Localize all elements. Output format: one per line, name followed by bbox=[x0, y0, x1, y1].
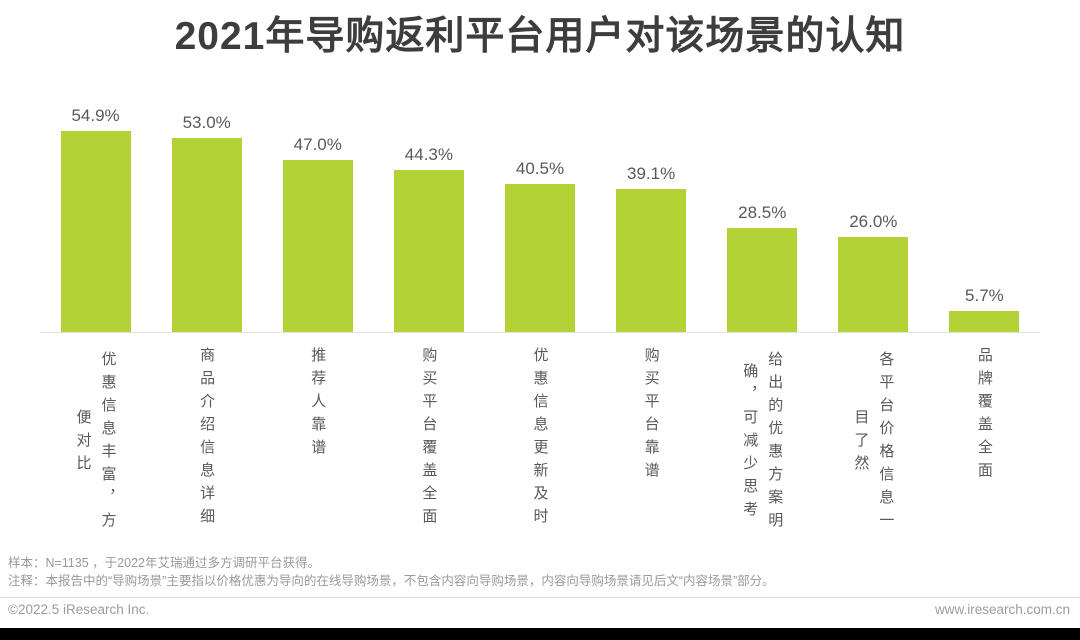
bar-column: 39.1% bbox=[596, 103, 707, 332]
bar-value-label: 39.1% bbox=[627, 164, 676, 183]
category-label: 给出的优惠方案明确，可减少思考 bbox=[741, 351, 784, 535]
bar-column: 40.5% bbox=[484, 103, 595, 332]
bar-column: 44.3% bbox=[373, 103, 484, 332]
bar-value-label: 40.5% bbox=[515, 159, 565, 178]
category-label: 各平台价格信息一目了然 bbox=[852, 351, 895, 535]
footer-bar: ©2022.5 iResearch Inc. www.iresearch.com… bbox=[8, 602, 1070, 617]
category-label-cell: 推荐人靠谱 bbox=[262, 347, 373, 555]
website-link[interactable]: www.iresearch.com.cn bbox=[934, 602, 1070, 617]
bar-chart: 54.9% 53.0% 47.0% 44.3% 40.5% 39.1% 28.5% 26.0%… bbox=[40, 103, 1040, 555]
bar bbox=[504, 184, 575, 332]
bar-column: 26.0% bbox=[818, 103, 929, 332]
category-label-cell: 优惠信息丰富，方便对比 bbox=[40, 347, 151, 555]
annotation-note: 注释：本报告中的“导购场景”主要指以价格优惠为导向的在线导购场景，不包含内容向导… bbox=[8, 574, 775, 588]
bar-value-label: 47.0% bbox=[293, 135, 342, 154]
category-label: 购买平台覆盖全面 bbox=[420, 347, 438, 531]
bottom-black-bar bbox=[0, 628, 1080, 640]
bars-row: 54.9% 53.0% 47.0% 44.3% 40.5% 39.1% 28.5% 26.0%… bbox=[40, 103, 1040, 333]
category-label-cell: 优惠信息更新及时 bbox=[484, 347, 595, 555]
category-label-cell: 商品介绍信息详细 bbox=[151, 347, 262, 555]
category-label-cell: 购买平台靠谱 bbox=[596, 347, 707, 555]
bar-value-label: 26.0% bbox=[849, 212, 898, 231]
category-label: 优惠信息更新及时 bbox=[531, 347, 549, 531]
bar-value-label: 54.9% bbox=[71, 106, 120, 125]
chart-title: 2021年导购返利平台用户对该场景的认知 bbox=[174, 15, 906, 58]
category-label-cell: 品牌覆盖全面 bbox=[929, 347, 1040, 555]
category-labels-row: 优惠信息丰富，方便对比 商品介绍信息详细 推荐人靠谱 购买平台覆盖全面 优惠信息更新及时… bbox=[40, 347, 1040, 555]
bar bbox=[282, 160, 353, 332]
category-label: 品牌覆盖全面 bbox=[975, 347, 993, 485]
bar-column: 54.9% bbox=[40, 103, 151, 332]
bar-column: 53.0% bbox=[151, 103, 262, 332]
bar bbox=[949, 311, 1020, 332]
category-label-cell: 各平台价格信息一目了然 bbox=[818, 347, 929, 555]
category-label: 优惠信息丰富，方便对比 bbox=[74, 351, 117, 535]
bar bbox=[616, 189, 687, 332]
bar-value-label: 28.5% bbox=[738, 203, 787, 222]
bar bbox=[393, 170, 464, 332]
sample-note: 样本：N=1135 ，于2022年艾瑞通过多方调研平台获得。 bbox=[8, 556, 320, 570]
category-label: 购买平台靠谱 bbox=[642, 347, 660, 485]
bar bbox=[171, 138, 242, 332]
bar-value-label: 53.0% bbox=[182, 113, 231, 132]
bar bbox=[727, 228, 798, 332]
bar-column: 5.7% bbox=[929, 103, 1040, 332]
bar-column: 47.0% bbox=[262, 103, 373, 332]
footnotes: 样本：N=1135 ，于2022年艾瑞通过多方调研平台获得。 注释：本报告中的“… bbox=[8, 554, 1072, 590]
category-label-cell: 购买平台覆盖全面 bbox=[373, 347, 484, 555]
bar bbox=[60, 131, 131, 332]
bar bbox=[838, 237, 909, 332]
bar-value-label: 5.7% bbox=[965, 286, 1004, 305]
bar-value-label: 44.3% bbox=[404, 145, 453, 164]
bar-column: 28.5% bbox=[707, 103, 818, 332]
category-label: 商品介绍信息详细 bbox=[198, 347, 216, 531]
category-label-cell: 给出的优惠方案明确，可减少思考 bbox=[707, 347, 818, 555]
category-label: 推荐人靠谱 bbox=[309, 347, 327, 462]
footer-divider bbox=[0, 597, 1080, 598]
copyright-text: ©2022.5 iResearch Inc. bbox=[8, 602, 150, 617]
